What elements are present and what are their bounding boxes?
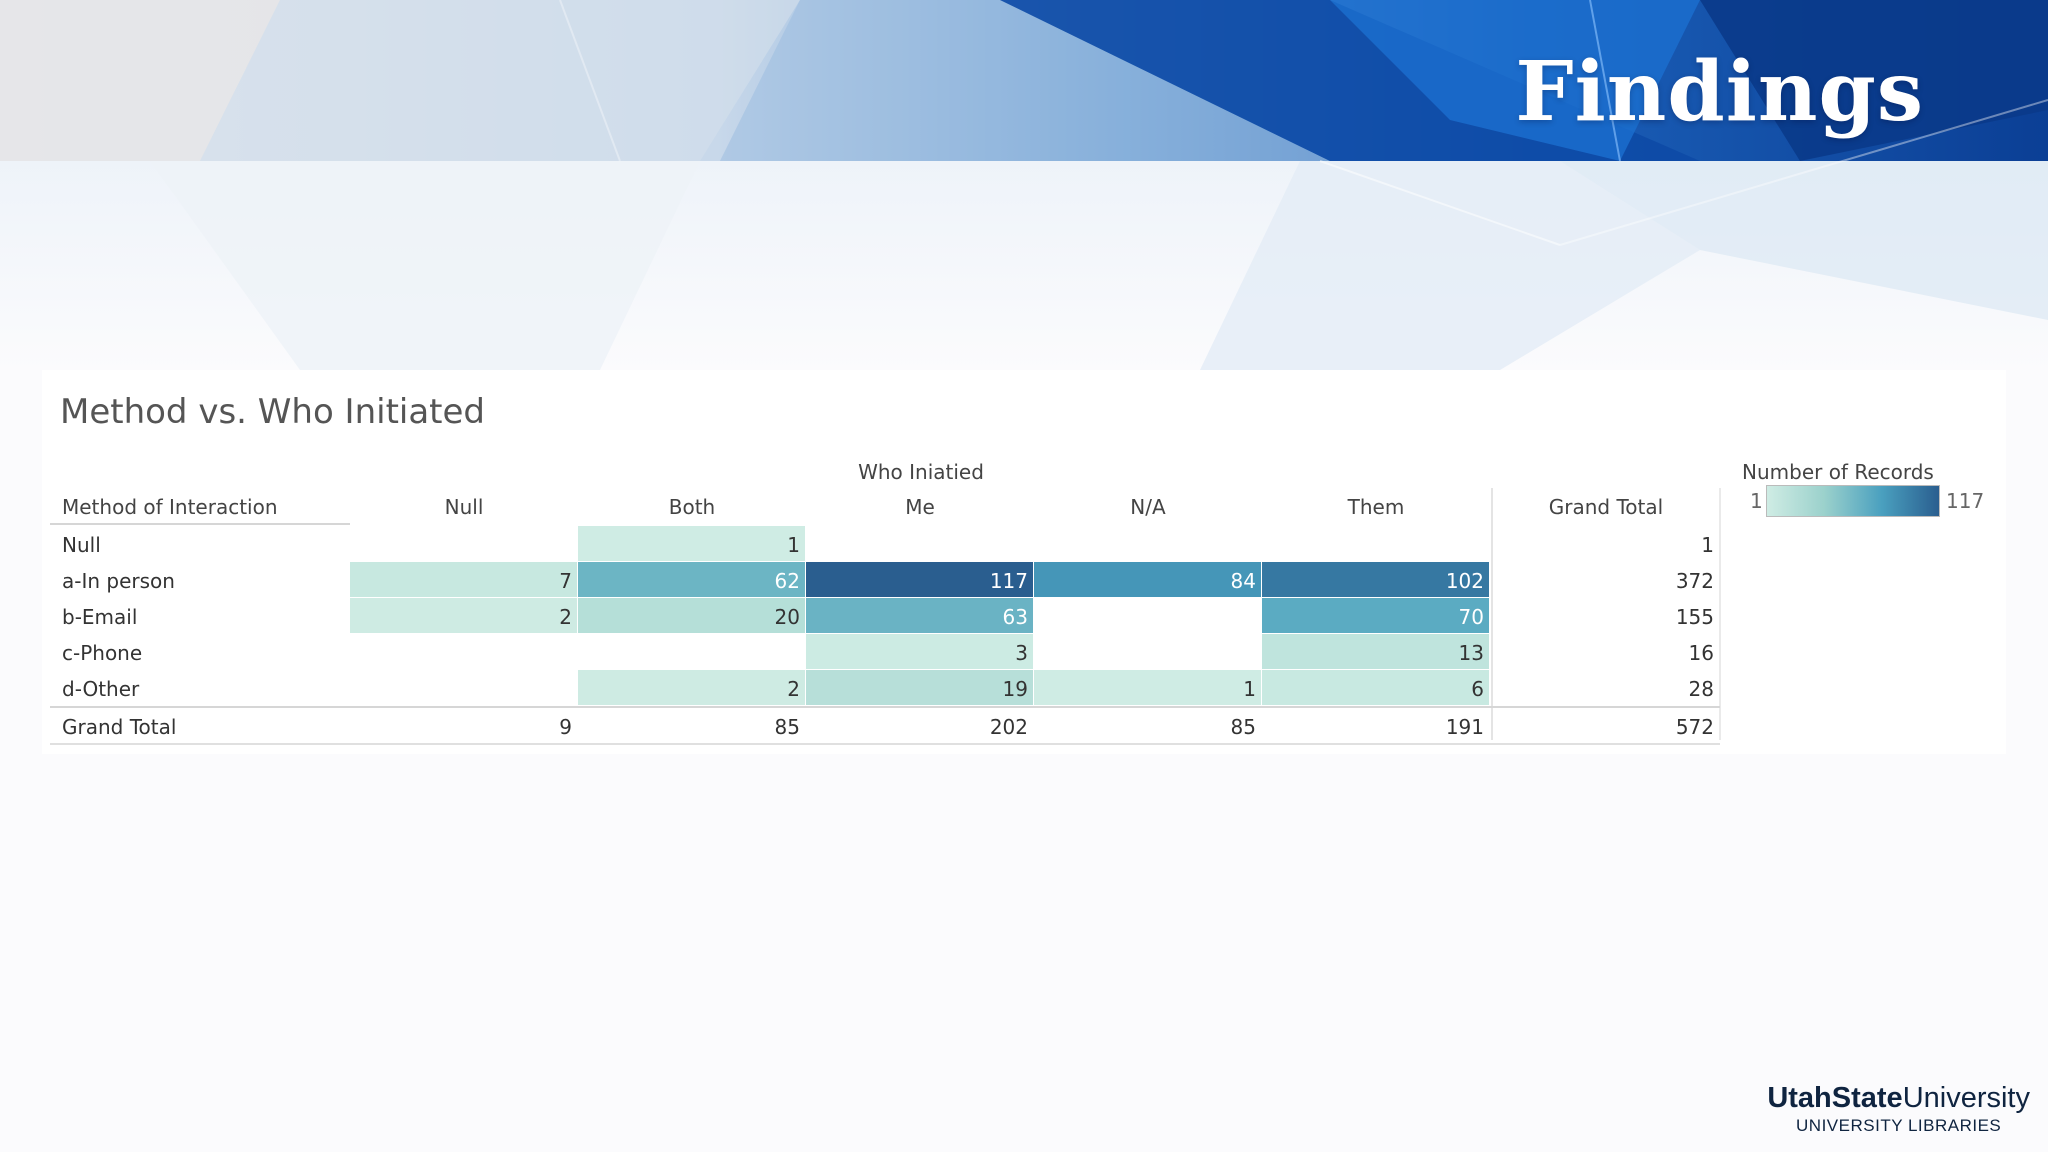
grand-total-label: Grand Total [62,715,176,739]
heat-cell [1034,562,1261,597]
viz-panel: Method vs. Who Initiated Who Iniatied Met… [42,370,2006,754]
row-header-label: Method of Interaction [62,495,278,519]
heat-cell [806,634,1033,669]
row-total-value: 155 [1676,605,1714,629]
logo-wordmark-bold: UtahState [1767,1082,1903,1114]
column-group-header: Who Iniatied [858,460,984,484]
heat-cell-value: 2 [559,605,572,629]
heat-cell-value: 2 [787,677,800,701]
heat-cell-value: 84 [1231,569,1256,593]
heat-cell [578,526,805,561]
heat-cell [806,562,1033,597]
heat-cell-value: 70 [1459,605,1484,629]
column-header: Them [1347,495,1405,519]
heat-cell-value: 19 [1003,677,1028,701]
total-column-header: Grand Total [1549,495,1663,519]
heat-cell [1262,670,1489,705]
heat-cell [806,670,1033,705]
heat-cell [578,562,805,597]
row-label: b-Email [62,605,137,629]
column-header: Both [669,495,715,519]
row-label: c-Phone [62,641,142,665]
logo-subtitle: UNIVERSITY LIBRARIES [1796,1116,2002,1135]
row-label: d-Other [62,677,140,701]
heat-cell [578,670,805,705]
heat-cell [1262,562,1489,597]
column-header: N/A [1130,495,1166,519]
heat-cell-value: 6 [1471,677,1484,701]
legend-max-label: 117 [1946,489,1985,513]
row-total-value: 372 [1676,569,1714,593]
heat-cell [1034,670,1261,705]
heat-cell [1262,598,1489,633]
heat-cell-value: 1 [787,533,800,557]
column-total-value: 85 [775,715,800,739]
heat-cell-value: 13 [1459,641,1484,665]
heat-cell-value: 20 [775,605,800,629]
row-label: Null [62,533,101,557]
logo-wordmark-light: University [1902,1082,2030,1114]
heat-cell-value: 117 [990,569,1028,593]
column-header: Null [445,495,484,519]
column-total-value: 85 [1231,715,1256,739]
heat-cell-value: 7 [559,569,572,593]
column-total-value: 202 [990,715,1028,739]
crosstab-table: Who Iniatied Method of Interaction Null Bot… [50,460,1721,745]
legend-gradient-bar [1766,485,1940,517]
heat-cell-value: 62 [775,569,800,593]
header-banner [0,0,2048,370]
heat-cell-value: 1 [1243,677,1256,701]
row-label: a-In person [62,569,175,593]
heat-cell [578,598,805,633]
row-total-value: 28 [1689,677,1714,701]
heat-cell [806,598,1033,633]
heat-cell [1262,634,1489,669]
column-total-value: 191 [1446,715,1484,739]
column-total-value: 9 [559,715,572,739]
viz-title: Method vs. Who Initiated [60,392,486,432]
row-total-value: 16 [1689,641,1714,665]
logo-wordmark: UtahStateUniversity [1767,1082,2030,1115]
slide-title: Findings [1515,44,1924,140]
column-header: Me [905,495,935,519]
heat-cell-value: 102 [1446,569,1484,593]
legend-min-label: 1 [1750,489,1763,513]
legend-title: Number of Records [1742,460,1934,484]
heat-cell-value: 3 [1015,641,1028,665]
university-logo: UtahStateUniversity UNIVERSITY LIBRARIES [1767,1082,2030,1136]
row-total-value: 1 [1701,533,1714,557]
grand-total-value: 572 [1676,715,1714,739]
heat-cell [350,562,577,597]
color-legend: Number of Records 1 117 [1742,460,2002,520]
heat-cell-value: 63 [1003,605,1028,629]
heat-cell [350,598,577,633]
